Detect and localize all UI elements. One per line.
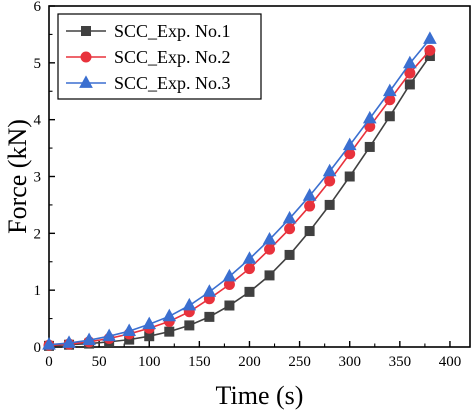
legend-label: SCC_Exp. No.3 <box>114 73 231 93</box>
data-point <box>122 323 137 336</box>
data-point <box>424 44 436 56</box>
data-point <box>243 263 255 275</box>
x-tick-label: 0 <box>45 354 53 370</box>
x-tick-label: 50 <box>92 354 107 370</box>
data-point <box>202 284 217 297</box>
data-point <box>264 270 275 281</box>
data-point <box>364 141 375 152</box>
data-point <box>184 320 195 331</box>
data-point <box>302 188 317 201</box>
y-axis-title: Force (kN) <box>3 119 32 234</box>
data-point <box>162 308 177 322</box>
data-point <box>423 31 437 44</box>
data-point <box>384 111 395 122</box>
series-3 <box>42 31 437 350</box>
data-point <box>304 226 315 237</box>
legend-label: SCC_Exp. No.1 <box>114 21 231 41</box>
data-point <box>362 110 377 124</box>
x-tick-label: 100 <box>138 354 161 370</box>
legend-item: SCC_Exp. No.3 <box>66 73 231 93</box>
data-point <box>182 297 197 311</box>
data-point <box>262 231 277 245</box>
data-point <box>264 243 276 255</box>
y-tick-label: 5 <box>34 56 42 72</box>
y-tick-label: 1 <box>34 283 42 299</box>
data-point <box>164 326 175 337</box>
legend-item: SCC_Exp. No.1 <box>66 21 231 41</box>
y-tick-label: 3 <box>34 170 42 186</box>
y-axis: 0 1 2 3 4 5 6 <box>34 0 55 356</box>
y-tick-label: 0 <box>34 340 42 356</box>
y-tick-label: 4 <box>34 113 42 129</box>
data-point <box>304 200 316 212</box>
data-point <box>404 79 415 90</box>
data-point <box>344 171 355 182</box>
data-point <box>403 55 417 69</box>
data-point <box>282 210 297 224</box>
x-tick-label: 150 <box>188 354 211 370</box>
x-axis: 0 50 100 150 200 250 300 350 400 <box>45 341 461 370</box>
data-point <box>324 199 335 210</box>
data-point <box>322 163 337 177</box>
data-point <box>82 332 96 346</box>
data-point <box>284 249 295 260</box>
data-point <box>324 175 336 187</box>
legend-label: SCC_Exp. No.2 <box>114 47 231 67</box>
x-tick-label: 200 <box>238 354 261 370</box>
data-point <box>224 300 235 311</box>
x-tick-label: 300 <box>338 354 361 370</box>
series-layer <box>42 31 437 351</box>
data-point <box>222 268 237 282</box>
data-point <box>382 83 397 97</box>
legend-marker <box>80 51 92 63</box>
legend: SCC_Exp. No.1 SCC_Exp. No.2 SCC_Exp. No.3 <box>57 13 262 100</box>
x-axis-title: Time (s) <box>216 381 304 410</box>
data-point <box>142 316 157 330</box>
data-point <box>62 335 76 348</box>
data-point <box>102 328 116 342</box>
y-tick-label: 2 <box>34 226 42 242</box>
data-point <box>284 223 296 235</box>
data-point <box>42 337 56 350</box>
y-tick-label: 6 <box>34 0 42 15</box>
data-point <box>342 137 357 151</box>
legend-marker <box>79 75 93 88</box>
data-point <box>244 286 255 297</box>
x-tick-label: 250 <box>288 354 311 370</box>
data-point <box>242 251 257 264</box>
x-tick-label: 400 <box>439 354 462 370</box>
x-tick-label: 350 <box>389 354 412 370</box>
legend-marker <box>81 26 91 36</box>
data-point <box>204 311 215 322</box>
legend-item: SCC_Exp. No.2 <box>66 47 231 67</box>
